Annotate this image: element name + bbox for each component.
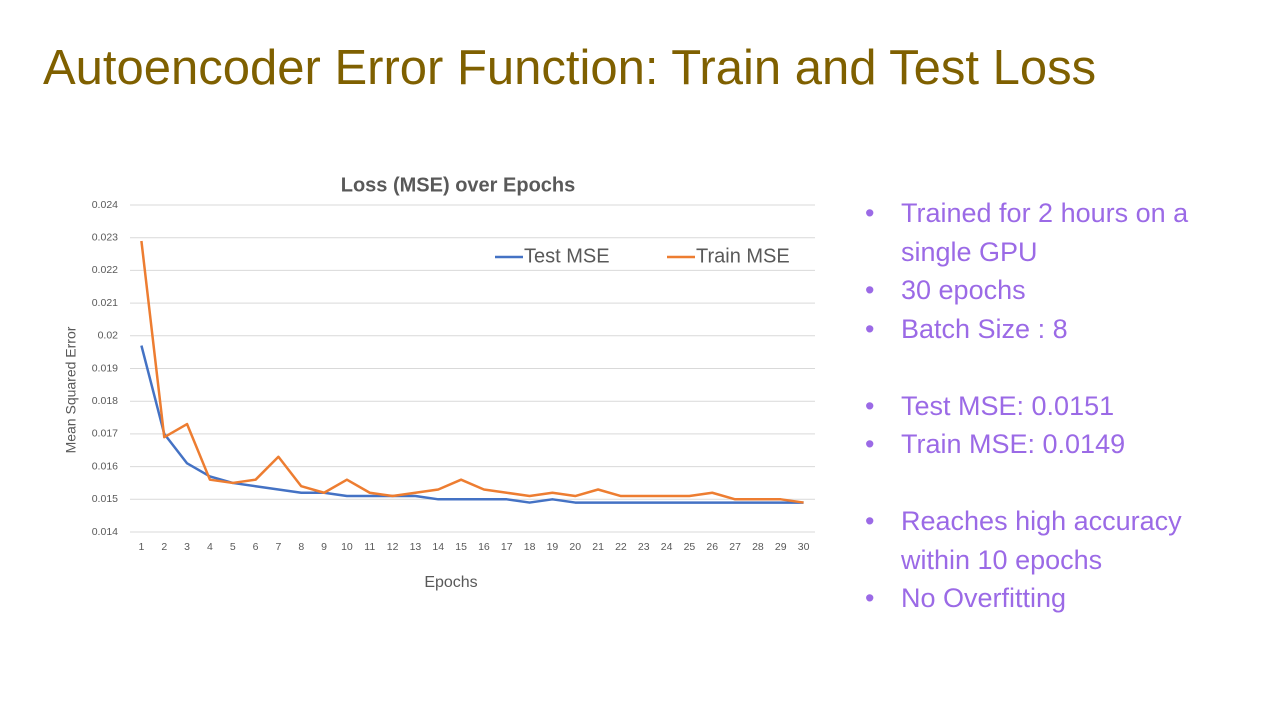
legend-label: Train MSE: [696, 245, 790, 267]
y-tick-label: 0.024: [92, 199, 118, 211]
bullet-group: Trained for 2 hours on a single GPU30 ep…: [865, 194, 1225, 348]
x-tick-label: 2: [161, 541, 167, 553]
x-tick-label: 9: [321, 541, 327, 553]
x-tick-label: 25: [684, 541, 696, 553]
x-tick-label: 12: [387, 541, 399, 553]
x-tick-label: 24: [661, 541, 673, 553]
x-axis-label: Epochs: [424, 574, 477, 591]
x-tick-label: 4: [207, 541, 213, 553]
y-tick-label: 0.02: [98, 330, 119, 342]
x-tick-label: 26: [706, 541, 718, 553]
x-tick-label: 19: [547, 541, 559, 553]
y-axis-label: Mean Squared Error: [63, 326, 79, 453]
x-tick-label: 27: [729, 541, 741, 553]
x-tick-label: 28: [752, 541, 764, 553]
x-tick-label: 5: [230, 541, 236, 553]
bullet: Train MSE: 0.0149: [865, 425, 1221, 464]
bullet: Batch Size : 8: [865, 310, 1221, 349]
data-line: [140, 345, 804, 504]
y-tick-label: 0.014: [92, 526, 118, 538]
bullet: 30 epochs: [865, 271, 1221, 310]
bullet: Trained for 2 hours on a single GPU: [865, 194, 1221, 271]
x-tick-label: 14: [432, 541, 444, 553]
bullet-group: Reaches high accuracy within 10 epochsNo…: [865, 502, 1225, 618]
x-tick-label: 21: [592, 541, 604, 553]
data-line: [140, 240, 804, 504]
x-tick-label: 6: [253, 541, 259, 553]
x-tick-label: 17: [501, 541, 513, 553]
x-tick-label: 3: [184, 541, 190, 553]
x-tick-label: 23: [638, 541, 650, 553]
y-tick-label: 0.016: [92, 460, 118, 472]
x-tick-label: 13: [410, 541, 422, 553]
bullet-group: Test MSE: 0.0151Train MSE: 0.0149: [865, 387, 1225, 464]
x-tick-label: 8: [298, 541, 304, 553]
x-tick-label: 29: [775, 541, 787, 553]
x-tick-label: 7: [275, 541, 281, 553]
slide-title: Autoencoder Error Function: Train and Te…: [43, 41, 1097, 95]
y-tick-label: 0.021: [92, 297, 118, 309]
chart-title: Loss (MSE) over Epochs: [341, 174, 576, 196]
bullet: No Overfitting: [865, 579, 1221, 618]
y-tick-label: 0.015: [92, 493, 118, 505]
bullet-list: Trained for 2 hours on a single GPU30 ep…: [865, 194, 1225, 656]
x-tick-label: 18: [524, 541, 536, 553]
x-tick-label: 11: [364, 541, 375, 553]
bullet: Test MSE: 0.0151: [865, 387, 1221, 426]
y-tick-label: 0.022: [92, 264, 118, 276]
x-tick-label: 10: [341, 541, 353, 553]
y-tick-label: 0.017: [92, 428, 118, 440]
x-tick-label: 1: [138, 541, 144, 553]
x-tick-label: 30: [798, 541, 810, 553]
y-tick-label: 0.023: [92, 231, 118, 243]
x-tick-label: 22: [615, 541, 627, 553]
legend-label: Test MSE: [524, 245, 610, 267]
y-tick-label: 0.019: [92, 362, 118, 374]
x-tick-label: 16: [478, 541, 490, 553]
bullet: Reaches high accuracy within 10 epochs: [865, 502, 1221, 579]
x-tick-label: 15: [455, 541, 467, 553]
x-tick-label: 20: [569, 541, 581, 553]
chart: Loss (MSE) over Epochs Epochs Mean Squar…: [63, 174, 815, 591]
y-tick-label: 0.018: [92, 395, 118, 407]
